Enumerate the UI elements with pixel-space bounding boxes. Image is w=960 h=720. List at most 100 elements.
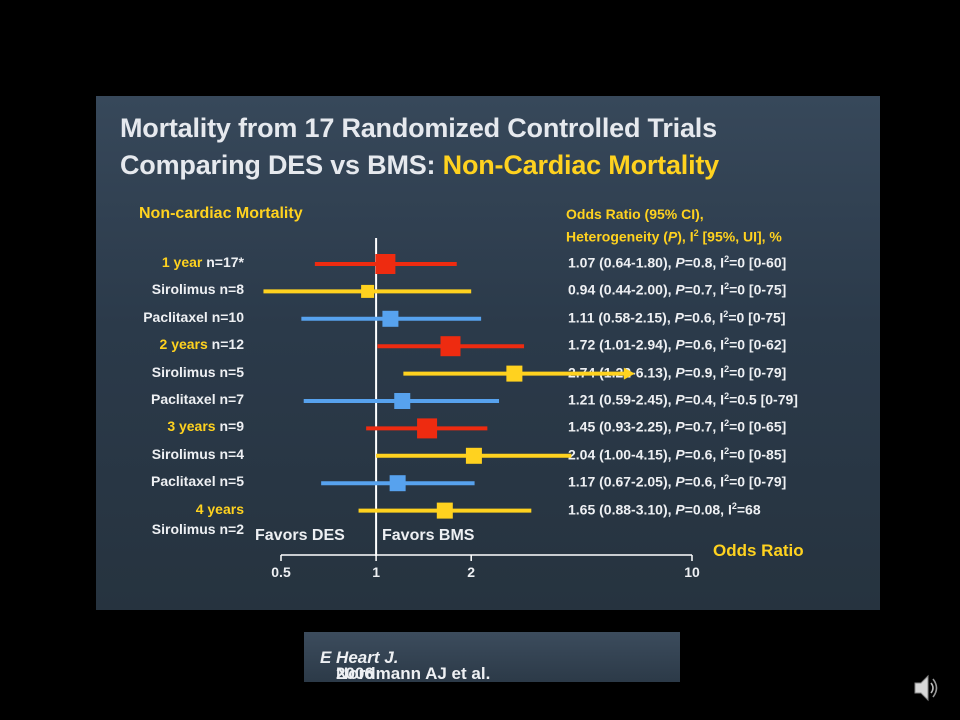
- stat-i2: =0 [0-79]: [729, 364, 787, 381]
- stat-ci: 1.65 (0.88-3.10),: [568, 501, 676, 518]
- point-estimate: [382, 310, 399, 327]
- row-label-text: Paclitaxel n=10: [143, 308, 244, 325]
- stat-i2: =0 [0-85]: [729, 446, 787, 463]
- stat-sup: 2: [724, 336, 730, 347]
- row-label-text: Sirolimus n=4: [151, 445, 244, 462]
- stats-heading-sup: 2: [693, 228, 699, 238]
- row-label: 1 year n=17*: [162, 254, 244, 270]
- point-estimate: [389, 475, 406, 492]
- forest-plot: [263, 238, 693, 561]
- slide-panel: Mortality from 17 Randomized Controlled …: [96, 96, 880, 610]
- row-stat: 1.45 (0.93-2.25), P=0.7, I2=0 [0-65]: [568, 418, 786, 435]
- row-stat: 1.65 (0.88-3.10), P=0.08, I2=68: [568, 501, 761, 518]
- stat-i: =0.6, I: [683, 309, 724, 326]
- stat-ci: 2.04 (1.00-4.15),: [568, 446, 676, 463]
- row-stat: 1.11 (0.58-2.15), P=0.6, I2=0 [0-75]: [568, 309, 786, 326]
- stat-ci: 1.17 (0.67-2.05),: [568, 473, 676, 490]
- point-estimate: [361, 284, 375, 298]
- stat-i: =0.7, I: [684, 282, 725, 299]
- stat-ci: 1.45 (0.93-2.25),: [568, 419, 676, 436]
- stat-i: =0.7, I: [684, 419, 725, 436]
- row-year: 4 years: [195, 500, 244, 517]
- stat-sup: 2: [723, 308, 729, 319]
- stat-ci: 1.21 (0.59-2.45),: [568, 391, 676, 408]
- ci-arrow: [623, 367, 635, 380]
- stat-i2: =0 [0-65]: [729, 419, 787, 436]
- favors-bms-label: Favors BMS: [382, 527, 475, 544]
- stat-i: =0.8, I: [684, 254, 725, 271]
- row-label: 4 years: [196, 501, 244, 517]
- stat-p: P: [675, 364, 685, 381]
- stat-sup: 2: [724, 445, 730, 456]
- point-estimate: [506, 365, 523, 382]
- stat-p: P: [675, 501, 685, 518]
- point-estimate: [436, 502, 453, 519]
- stats-heading: Odds Ratio (95% CI), Heterogeneity (P), …: [566, 205, 782, 247]
- stat-i2: =0 [0-60]: [729, 254, 787, 271]
- row-label: Paclitaxel n=7: [151, 391, 244, 407]
- stats-heading-part-b: ), I: [677, 228, 694, 245]
- point-estimate: [375, 254, 396, 274]
- row-stat: 0.94 (0.44-2.00), P=0.7, I2=0 [0-75]: [568, 281, 786, 298]
- row-label: Sirolimus n=8: [152, 281, 244, 297]
- x-tick-label: 2: [467, 564, 476, 580]
- point-estimate: [440, 336, 461, 357]
- point-estimate: [417, 418, 438, 439]
- row-year: 2 years: [159, 336, 208, 353]
- title-line-2-prefix: Comparing DES vs BMS:: [120, 150, 443, 180]
- stat-sup: 2: [731, 500, 737, 511]
- stat-p: P: [675, 336, 685, 353]
- stat-sup: 2: [724, 281, 730, 292]
- stats-heading-part-a: Heterogeneity (: [566, 228, 668, 245]
- stat-p: P: [675, 419, 685, 436]
- stat-sup: 2: [724, 391, 730, 401]
- stat-ci: 0.94 (0.44-2.00),: [568, 282, 676, 299]
- citation-box: Nordmann AJ et al. E Heart J. 2006: [304, 632, 680, 683]
- row-label-text: Sirolimus n=5: [151, 363, 244, 380]
- stat-i2: =0 [0-79]: [729, 473, 787, 490]
- row-stat: 1.17 (0.67-2.05), P=0.6, I2=0 [0-79]: [568, 473, 786, 490]
- row-label-text: Paclitaxel n=5: [150, 473, 244, 490]
- row-label: Sirolimus n=4: [152, 446, 244, 462]
- stat-p: P: [675, 446, 685, 463]
- stat-i: =0.08, I: [684, 501, 732, 518]
- slide-title: Mortality from 17 Randomized Controlled …: [120, 110, 719, 184]
- title-line-1: Mortality from 17 Randomized Controlled …: [120, 113, 717, 143]
- stat-sup: 2: [724, 473, 730, 484]
- row-year: 3 years: [167, 418, 216, 435]
- row-label-text: Paclitaxel n=7: [150, 391, 244, 407]
- row-label-text: Sirolimus n=8: [151, 281, 244, 298]
- stat-i: =0.6, I: [684, 473, 725, 490]
- x-tick-label: 0.5: [271, 564, 291, 580]
- point-estimate: [465, 447, 482, 464]
- row-label: Sirolimus n=2: [152, 521, 244, 537]
- panel-heading: Non-cardiac Mortality: [139, 205, 303, 222]
- stat-p: P: [675, 391, 685, 408]
- x-tick-label: 1: [372, 564, 380, 580]
- stat-i2: =0 [0-75]: [728, 309, 786, 326]
- row-label: 2 years n=12: [160, 336, 244, 352]
- citation-year: 2006: [336, 664, 374, 683]
- favors-des-label: Favors DES: [255, 527, 345, 544]
- stat-sup: 2: [724, 418, 730, 429]
- speaker-icon[interactable]: [912, 672, 940, 709]
- x-tick-label: 10: [684, 564, 700, 580]
- stat-i2: =68: [736, 501, 761, 518]
- row-label: Sirolimus n=5: [152, 364, 244, 380]
- row-stat: 1.07 (0.64-1.80), P=0.8, I2=0 [0-60]: [568, 254, 786, 271]
- stat-p: P: [675, 254, 685, 271]
- stat-p: P: [675, 282, 685, 299]
- stat-i: =0.6, I: [684, 446, 725, 463]
- stat-i: =0.6, I: [684, 336, 725, 353]
- stat-ci: 1.07 (0.64-1.80),: [568, 254, 676, 271]
- stat-i: =0.4, I: [684, 391, 725, 408]
- citation-text: Nordmann AJ et al. E Heart J. 2006: [320, 648, 490, 683]
- stat-i2: =0 [0-75]: [729, 282, 787, 299]
- row-stat: 1.21 (0.59-2.45), P=0.4, I2=0.5 [0-79]: [568, 391, 798, 408]
- row-label-text: n=17*: [202, 254, 244, 270]
- title-line-2-highlight: Non-Cardiac Mortality: [442, 150, 720, 180]
- stats-heading-part-c: [95%, UI], %: [698, 228, 782, 245]
- stats-heading-line-1: Odds Ratio (95% CI),: [566, 206, 704, 222]
- row-stat: 2.04 (1.00-4.15), P=0.6, I2=0 [0-85]: [568, 446, 786, 463]
- stat-ci: 1.72 (1.01-2.94),: [568, 336, 676, 353]
